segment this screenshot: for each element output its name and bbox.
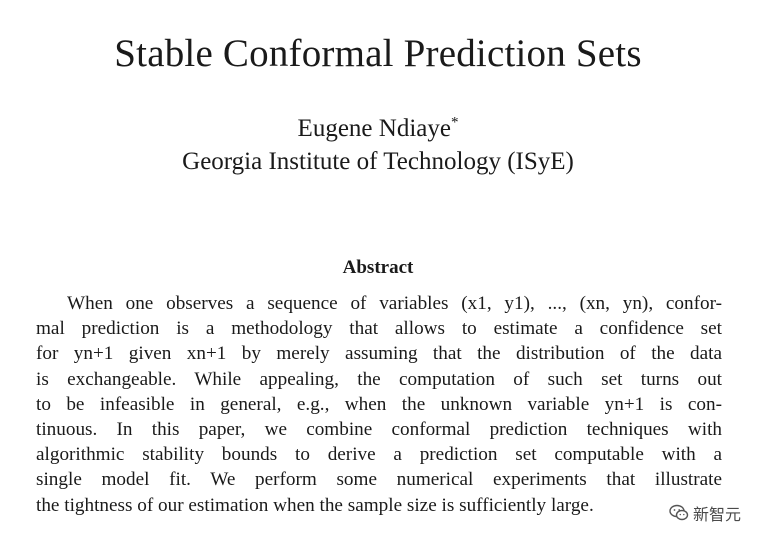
wechat-logo-icon [669, 504, 689, 522]
author-affiliation: Georgia Institute of Technology (ISyE) [182, 148, 574, 175]
paper-title: Stable Conformal Prediction Sets [114, 32, 642, 75]
abstract-line: the tightness of our estimation when the… [36, 494, 594, 516]
author-block: Eugene Ndiaye* Georgia Institute of Tech… [0, 112, 756, 178]
abstract-line: is exchangeable. While appealing, the co… [36, 368, 722, 390]
abstract-line: algorithmic stability bounds to derive a… [36, 444, 722, 466]
abstract-line: single model fit. We perform some numeri… [36, 469, 722, 491]
abstract-line: tinuous. In this paper, we combine confo… [36, 418, 722, 440]
watermark-text: 新智元 [692, 505, 741, 524]
watermark: 新智元 [665, 500, 744, 526]
author-footnote-mark: * [450, 114, 459, 131]
author-name-text: Eugene Ndiaye [297, 115, 451, 142]
abstract-body: When one observes a sequence of variable… [36, 291, 722, 518]
abstract-heading: Abstract [342, 257, 414, 278]
author-name: Eugene Ndiaye* [0, 112, 756, 145]
abstract-line: When one observes a sequence of variable… [67, 293, 722, 314]
abstract-line: for yn+1 given xn+1 by merely assuming t… [36, 343, 722, 365]
abstract-line: to be infeasible in general, e.g., when … [36, 393, 722, 415]
abstract-line: mal prediction is a methodology that all… [36, 318, 722, 340]
